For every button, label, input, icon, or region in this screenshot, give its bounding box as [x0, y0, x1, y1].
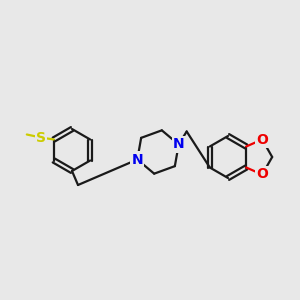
- Text: N: N: [173, 137, 184, 152]
- Text: S: S: [36, 130, 46, 145]
- Text: N: N: [131, 152, 143, 167]
- Text: O: O: [256, 167, 268, 182]
- Text: O: O: [256, 133, 268, 146]
